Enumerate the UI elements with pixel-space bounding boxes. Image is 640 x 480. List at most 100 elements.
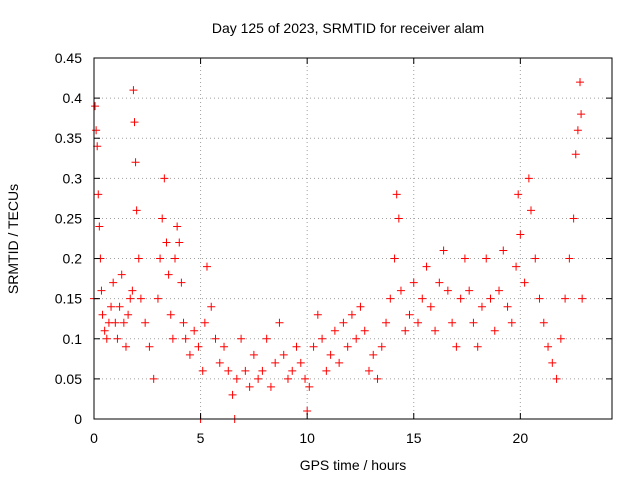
data-point: [194, 342, 203, 351]
data-point: [97, 286, 106, 295]
data-point: [91, 102, 100, 111]
y-tick-label: 0.25: [55, 210, 82, 226]
data-point: [162, 238, 171, 247]
data-point: [258, 366, 267, 375]
data-point: [200, 318, 209, 327]
data-point: [520, 278, 529, 287]
data-point: [92, 126, 101, 135]
data-point: [136, 294, 145, 303]
data-point: [373, 374, 382, 383]
data-point: [173, 222, 182, 231]
data-point: [166, 310, 175, 319]
y-tick-label: 0: [74, 411, 82, 427]
data-point: [516, 230, 525, 239]
x-tick-label: 20: [513, 430, 529, 446]
data-point: [177, 278, 186, 287]
data-point: [339, 318, 348, 327]
data-point: [396, 286, 405, 295]
data-point: [356, 302, 365, 311]
data-point: [93, 142, 102, 151]
data-point: [156, 254, 165, 263]
data-point: [571, 150, 580, 159]
data-point: [179, 318, 188, 327]
data-point: [237, 334, 246, 343]
data-point: [202, 262, 211, 271]
data-point: [109, 278, 118, 287]
data-point: [232, 374, 241, 383]
data-point: [94, 190, 103, 199]
data-point: [318, 334, 327, 343]
data-point: [573, 126, 582, 135]
data-point: [544, 342, 553, 351]
data-point: [469, 318, 478, 327]
data-point: [460, 254, 469, 263]
data-point: [121, 342, 130, 351]
data-point: [394, 214, 403, 223]
data-point: [456, 294, 465, 303]
data-point: [124, 310, 133, 319]
tick-layer: 0 5 10 15 20 0 0.05 0.1 0.15 0.2 0.25 0.3 0.35 0.4 0.4…: [55, 50, 612, 446]
y-tick-label: 0.05: [55, 371, 82, 387]
data-point: [215, 358, 224, 367]
data-point: [313, 310, 322, 319]
data-point: [490, 326, 499, 335]
grid-layer: [94, 58, 612, 419]
data-point: [119, 318, 128, 327]
data-point: [145, 342, 154, 351]
data-point: [207, 302, 216, 311]
data-point: [390, 254, 399, 263]
y-tick-label: 0.1: [63, 331, 83, 347]
data-point: [126, 294, 135, 303]
data-point: [279, 350, 288, 359]
data-point: [158, 214, 167, 223]
data-point: [561, 294, 570, 303]
series-alam: [90, 78, 587, 423]
data-point: [134, 254, 143, 263]
data-point: [220, 342, 229, 351]
data-point: [386, 294, 395, 303]
data-point: [369, 350, 378, 359]
y-tick-label: 0.45: [55, 50, 82, 66]
data-point: [443, 286, 452, 295]
data-point: [499, 246, 508, 255]
data-point: [128, 286, 137, 295]
data-point: [326, 350, 335, 359]
data-point: [426, 302, 435, 311]
data-point: [224, 366, 233, 375]
data-point: [301, 374, 310, 383]
data-point: [531, 254, 540, 263]
data-point: [271, 358, 280, 367]
data-point: [364, 366, 373, 375]
data-point: [548, 358, 557, 367]
data-point: [539, 318, 548, 327]
data-point: [102, 334, 111, 343]
data-point: [335, 358, 344, 367]
data-point: [409, 278, 418, 287]
data-point: [130, 118, 139, 127]
data-point: [452, 342, 461, 351]
data-point: [175, 238, 184, 247]
data-point: [343, 342, 352, 351]
data-point: [535, 294, 544, 303]
y-tick-label: 0.2: [63, 251, 83, 267]
x-tick-label: 5: [197, 430, 205, 446]
data-point: [431, 326, 440, 335]
data-point: [512, 262, 521, 271]
data-point: [262, 334, 271, 343]
data-point: [401, 326, 410, 335]
data-point: [477, 302, 486, 311]
data-point: [168, 334, 177, 343]
data-point: [211, 334, 220, 343]
data-point: [164, 270, 173, 279]
data-point: [129, 86, 138, 95]
data-point: [448, 318, 457, 327]
data-point: [249, 350, 258, 359]
data-point: [198, 366, 207, 375]
data-point: [266, 382, 275, 391]
data-point: [347, 310, 356, 319]
data-point: [382, 318, 391, 327]
y-axis-label: SRMTID / TECUs: [5, 184, 21, 294]
data-point: [473, 342, 482, 351]
data-point: [296, 358, 305, 367]
